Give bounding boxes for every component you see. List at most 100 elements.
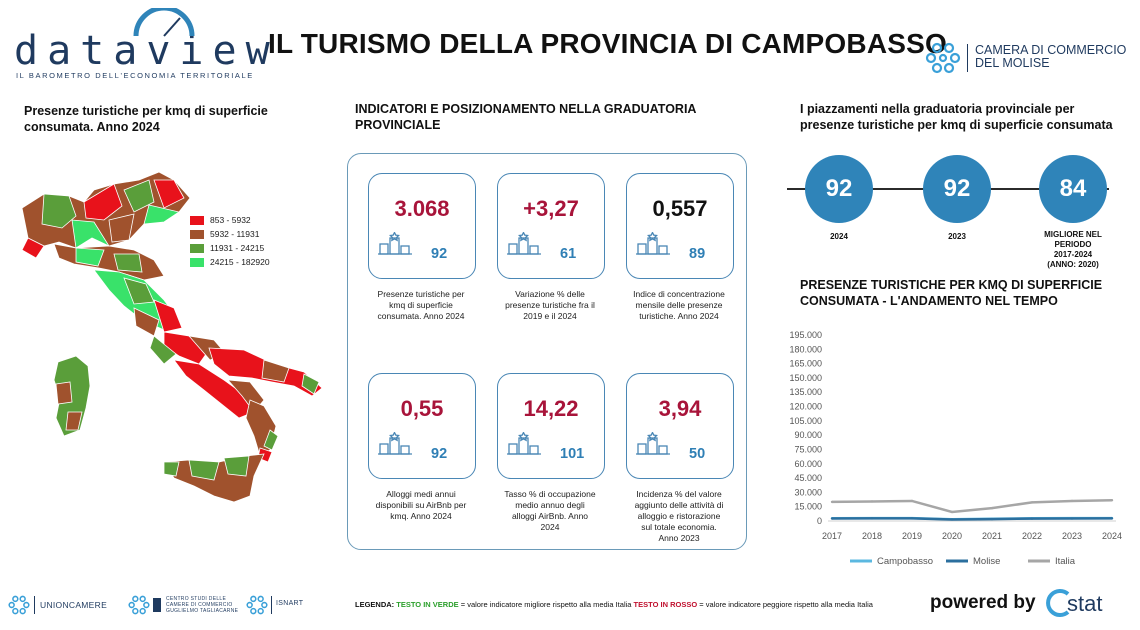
- indicator-description-line: 2019 e il 2024: [523, 311, 577, 321]
- indicator-value: +3,27: [523, 196, 579, 221]
- rank-label-line: 2024: [830, 232, 848, 241]
- data-point: [870, 500, 874, 503]
- indicator-description: Incidenza % del valore aggiunto delle att…: [617, 489, 741, 544]
- series-line-italia: [831, 498, 1113, 514]
- y-tick-label: 45.000: [794, 473, 822, 483]
- legend-label: Campobasso: [877, 556, 933, 567]
- y-tick-label: 105.000: [789, 416, 822, 426]
- italy-map: [21, 171, 323, 503]
- legend-label: 11931 - 24215: [210, 243, 265, 253]
- x-tick-label: 2017: [822, 531, 842, 541]
- indicator-description-line: aggiunto delle attività di: [634, 500, 724, 510]
- rank-label-line: 2017-2024: [1053, 250, 1093, 259]
- legend-swatch-brown: [190, 229, 204, 239]
- legenda-mid-text: = valore indicatore migliore rispetto al…: [460, 600, 632, 609]
- podium-icon: [635, 431, 671, 461]
- data-point: [990, 517, 994, 521]
- podium-icon: [377, 431, 413, 461]
- indicator-card: 0,55 92: [368, 373, 476, 479]
- chamber-logo-icon: [925, 42, 961, 74]
- tagliacarne-line: CENTRO STUDI DELLE: [166, 596, 227, 602]
- legend-label: Molise: [973, 556, 1000, 567]
- indicator-description-line: Presenze turistiche per: [377, 289, 465, 299]
- legend-swatch-red: [190, 215, 204, 225]
- indicator-rank: 92: [431, 246, 448, 262]
- data-point: [1070, 517, 1074, 520]
- indicator-card: 0,557 89: [626, 173, 734, 279]
- indicator-description-line: presenze turistiche fra il: [505, 300, 595, 310]
- y-tick-label: 150.000: [789, 373, 822, 383]
- y-tick-label: 75.000: [794, 444, 822, 454]
- rank-label-line: 2023: [948, 232, 966, 241]
- ranking-section-title: I piazzamenti nella graduatoria provinci…: [800, 101, 1130, 133]
- indicator-rank: 89: [689, 246, 706, 262]
- x-tick-label: 2018: [862, 531, 882, 541]
- data-point: [950, 518, 954, 521]
- tagliacarne-line: CAMERE DI COMMERCIO: [166, 602, 233, 608]
- unioncamere-name: UNIONCAMERE: [40, 600, 108, 610]
- footer-separator: [271, 596, 272, 614]
- ranking-title-line1: I piazzamenti nella graduatoria provinci…: [800, 102, 1075, 116]
- indicator-rank: 50: [689, 446, 706, 462]
- legend-label: 24215 - 182920: [210, 257, 270, 267]
- tagliacarne-logo-icon: [128, 595, 150, 615]
- indicator-card: 3.068 92: [368, 173, 476, 279]
- map-legend-item: 853 - 5932: [190, 213, 270, 227]
- indicator-value: 0,557: [652, 196, 708, 221]
- indicator-description-line: Alloggi medi annui: [386, 489, 456, 499]
- legenda-red-text: TESTO IN ROSSO: [633, 600, 698, 609]
- powered-by-label: powered by: [930, 592, 1036, 613]
- indicator-description-line: 2024: [540, 522, 560, 532]
- legenda-label: LEGENDA:: [355, 600, 395, 609]
- isnart-name: ISNART: [276, 600, 304, 607]
- indicator-rank: 61: [560, 246, 577, 262]
- y-tick-label: 15.000: [794, 502, 822, 512]
- unioncamere-logo-icon: [8, 595, 30, 615]
- x-tick-label: 2022: [1022, 531, 1042, 541]
- data-point: [830, 517, 834, 520]
- map-title-line1: Presenze turistiche per kmq di superfici…: [24, 104, 268, 118]
- gauge-arc-icon: [133, 8, 195, 37]
- indicator-description: Tasso % di occupazione medio annuo degli a…: [488, 489, 612, 533]
- cstat-brand: stat: [1067, 591, 1103, 616]
- dataview-logo: dataview: [14, 28, 279, 74]
- data-point: [950, 510, 954, 514]
- y-tick-label: 120.000: [789, 402, 822, 412]
- data-point: [1070, 499, 1074, 503]
- rank-label-line: MIGLIORE NEL: [1044, 230, 1102, 239]
- x-tick-label: 2019: [902, 531, 922, 541]
- y-tick-label: 135.000: [789, 387, 822, 397]
- x-tick-label: 2024: [1102, 531, 1122, 541]
- rank-circle-2024: 92: [805, 155, 873, 223]
- map-legend: 853 - 5932 5932 - 11931 11931 - 24215 24…: [190, 213, 270, 269]
- footer-separator: [34, 596, 35, 614]
- tagliacarne-line: GUGLIELMO TAGLIACARNE: [166, 608, 239, 614]
- legenda-end-text: = valore indicatore peggiore rispetto al…: [699, 600, 873, 609]
- indicator-description-line: Variazione % delle: [515, 289, 585, 299]
- dataview-tagline: IL BAROMETRO DELL'ECONOMIA TERRITORIALE: [16, 71, 254, 80]
- map-section-title: Presenze turistiche per kmq di superfici…: [24, 103, 324, 135]
- x-tick-label: 2021: [982, 531, 1002, 541]
- map-legend-item: 11931 - 24215: [190, 241, 270, 255]
- indicator-rank: 101: [560, 446, 585, 462]
- chamber-separator: [967, 44, 968, 72]
- indicators-title-line2: PROVINCIALE: [355, 118, 441, 132]
- podium-icon: [506, 431, 542, 461]
- rank-label-best: MIGLIORE NEL PERIODO 2017-2024 (ANNO: 20…: [1033, 230, 1113, 270]
- map-title-line2: consumata. Anno 2024: [24, 120, 160, 134]
- indicator-card: 14,22 101: [497, 373, 605, 479]
- y-tick-label: 90.000: [794, 430, 822, 440]
- indicator-description-line: disponibili su AirBnb per: [375, 500, 467, 510]
- legend-label: 853 - 5932: [210, 215, 251, 225]
- indicator-description-line: Indice di concentrazione: [633, 289, 725, 299]
- indicator-description-line: sul totale economia.: [641, 522, 717, 532]
- x-tick-label: 2023: [1062, 531, 1082, 541]
- trend-line-chart: 0 15.000 30.000 45.000 60.000 75.000 90.000 105…: [789, 330, 1122, 567]
- indicator-description-line: mensile delle presenze: [635, 300, 723, 310]
- series-line-molise: [831, 517, 1113, 521]
- trend-title-line1: PRESENZE TURISTICHE PER KMQ DI SUPERFICI…: [800, 278, 1103, 292]
- y-tick-label: 195.000: [789, 330, 822, 340]
- y-tick-label: 180.000: [789, 344, 822, 354]
- y-tick-label: 30.000: [794, 487, 822, 497]
- indicator-description: Indice di concentrazione mensile delle pr…: [617, 289, 741, 322]
